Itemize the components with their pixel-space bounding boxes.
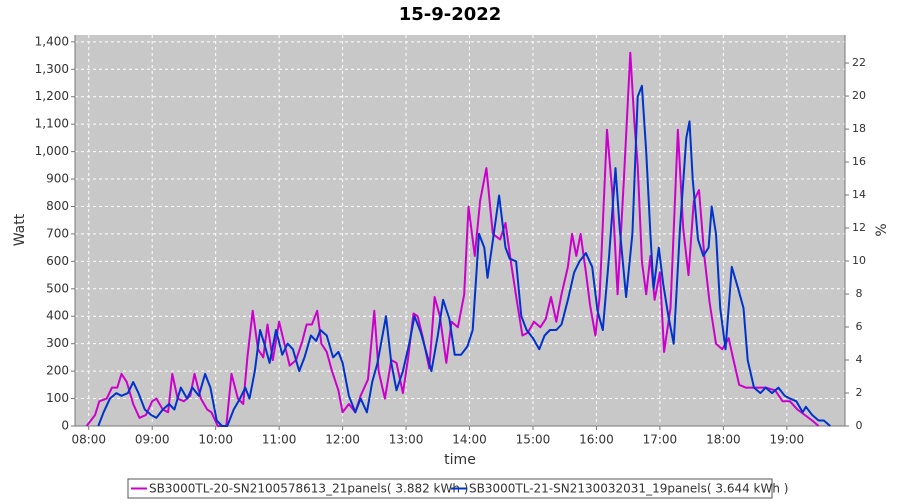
y-tick-label: 400 bbox=[46, 309, 69, 323]
y-axis-label: Watt bbox=[12, 213, 28, 246]
legend-label: SB3000TL-20-SN2100578613_21panels( 3.882… bbox=[149, 482, 468, 496]
y2-tick-label: 12 bbox=[852, 221, 866, 234]
x-tick-label: 19:00 bbox=[770, 433, 805, 447]
y2-tick-label: 20 bbox=[852, 89, 866, 102]
y2-tick-label: 0 bbox=[856, 419, 863, 432]
y2-tick-label: 2 bbox=[856, 386, 863, 399]
y-tick-label: 200 bbox=[46, 364, 69, 378]
y-tick-label: 900 bbox=[46, 172, 69, 186]
y2-tick-label: 10 bbox=[852, 254, 866, 267]
x-tick-label: 15:00 bbox=[516, 433, 551, 447]
legend-box bbox=[127, 478, 773, 499]
y2-tick-label: 18 bbox=[852, 122, 866, 135]
y-tick-label: 600 bbox=[46, 254, 69, 268]
y-tick-label: 700 bbox=[46, 226, 69, 240]
y2-tick-label: 22 bbox=[852, 56, 866, 69]
x-tick-label: 08:00 bbox=[71, 433, 106, 447]
y-tick-label: 1,200 bbox=[35, 89, 69, 103]
y2-tick-label: 6 bbox=[856, 320, 863, 333]
x-tick-label: 16:00 bbox=[579, 433, 614, 447]
legend-label: SB3000TL-21-SN2130032031_19panels( 3.644… bbox=[469, 482, 788, 496]
y2-axis-label: % bbox=[874, 223, 890, 236]
x-tick-label: 09:00 bbox=[135, 433, 170, 447]
x-tick-label: 10:00 bbox=[198, 433, 233, 447]
y-tick-label: 0 bbox=[61, 419, 69, 433]
y-tick-label: 1,100 bbox=[35, 117, 69, 131]
y-tick-label: 100 bbox=[46, 391, 69, 405]
chart-title: 15-9-2022 bbox=[399, 4, 502, 25]
series-line bbox=[85, 51, 820, 427]
y-tick-label: 1,400 bbox=[35, 34, 69, 48]
y-tick-label: 800 bbox=[46, 199, 69, 213]
x-tick-label: 18:00 bbox=[706, 433, 741, 447]
x-tick-label: 12:00 bbox=[325, 433, 360, 447]
series-line bbox=[97, 84, 831, 427]
y2-tick-label: 8 bbox=[856, 287, 863, 300]
y2-tick-label: 16 bbox=[852, 155, 866, 168]
y-tick-label: 500 bbox=[46, 281, 69, 295]
y2-tick-label: 14 bbox=[852, 188, 866, 201]
y-tick-label: 300 bbox=[46, 336, 69, 350]
x-tick-label: 17:00 bbox=[643, 433, 678, 447]
x-tick-label: 11:00 bbox=[262, 433, 297, 447]
y2-tick-label: 4 bbox=[856, 353, 863, 366]
x-tick-label: 14:00 bbox=[452, 433, 487, 447]
y-tick-label: 1,000 bbox=[35, 144, 69, 158]
plot-area bbox=[75, 35, 845, 426]
y-tick-label: 1,300 bbox=[35, 62, 69, 76]
x-axis-label: time bbox=[444, 452, 476, 468]
x-tick-label: 13:00 bbox=[389, 433, 424, 447]
